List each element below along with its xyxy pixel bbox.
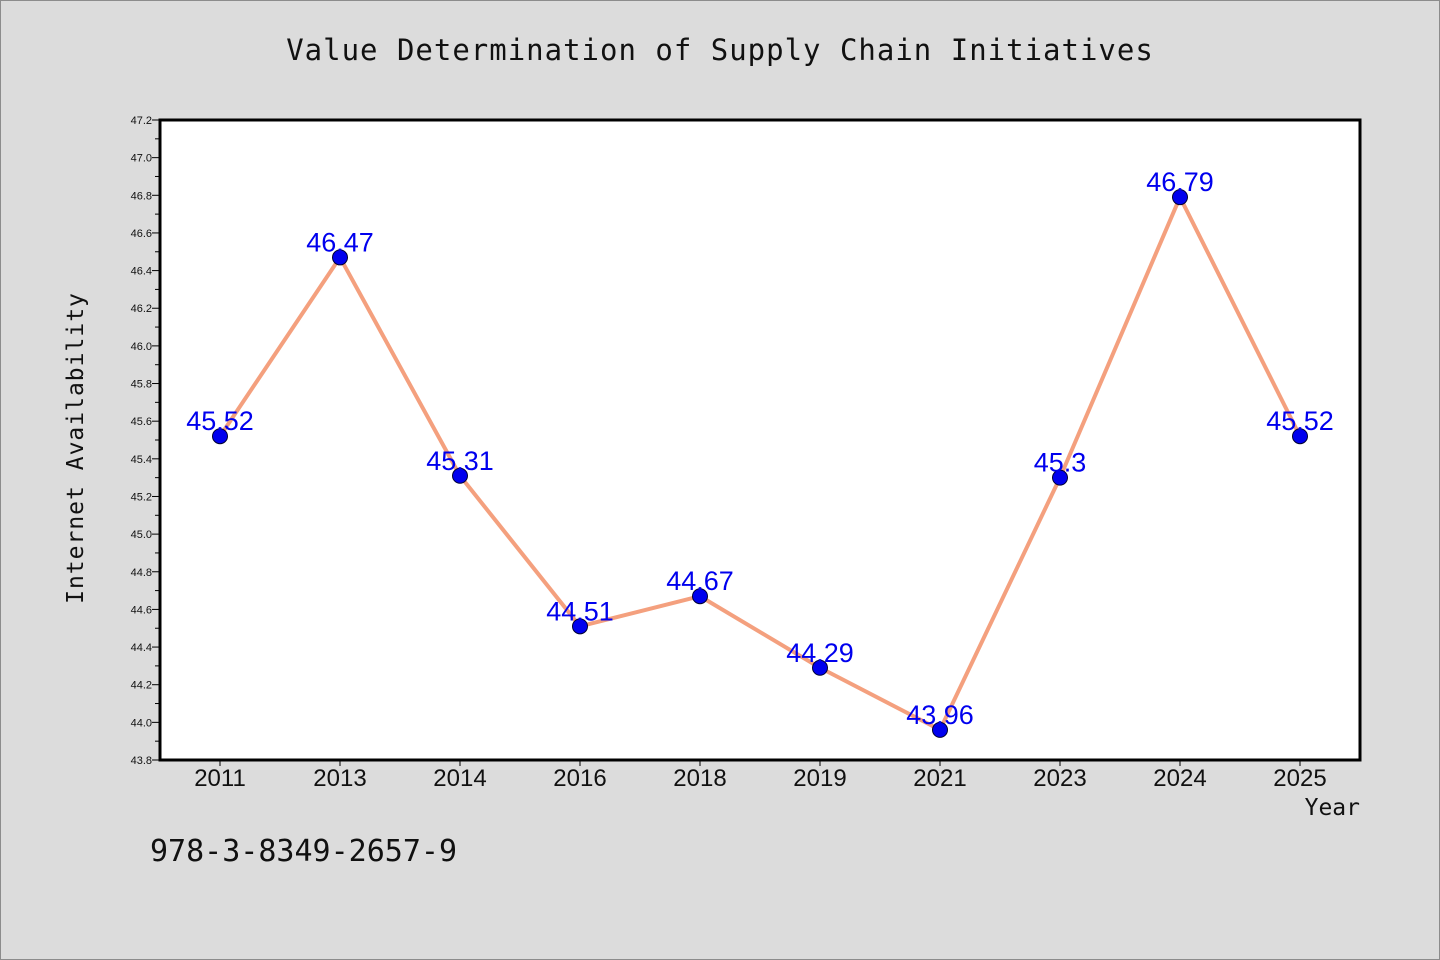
data-point (212, 428, 228, 445)
data-label: 45.3 (1034, 448, 1087, 478)
x-tick-label: 2019 (793, 765, 846, 792)
y-tick-label: 43.8 (131, 755, 152, 767)
data-point (1292, 428, 1308, 445)
data-point (932, 721, 948, 738)
y-tick-label: 46.6 (131, 228, 152, 240)
y-tick-label: 45.2 (131, 491, 152, 503)
chart-title: Value Determination of Supply Chain Init… (286, 33, 1154, 67)
x-tick-label: 2016 (553, 765, 606, 792)
y-tick-label: 44.4 (131, 642, 152, 654)
x-tick-label: 2024 (1153, 765, 1206, 792)
y-tick-label: 45.4 (131, 454, 152, 466)
x-tick-label: 2013 (313, 765, 366, 792)
data-point (332, 249, 348, 266)
y-tick-label: 45.6 (131, 416, 152, 428)
data-label: 45.52 (1266, 406, 1334, 436)
y-tick-label: 46.4 (131, 266, 152, 278)
data-label: 46.79 (1146, 167, 1214, 197)
data-point (812, 659, 828, 676)
data-point (572, 618, 588, 635)
y-tick-label: 46.2 (131, 303, 152, 315)
data-label: 45.31 (426, 446, 494, 476)
data-label: 44.29 (786, 638, 854, 668)
data-point (692, 588, 708, 605)
x-tick-label: 2014 (433, 765, 486, 792)
y-tick-label: 47.0 (131, 153, 152, 165)
y-tick-label: 44.8 (131, 567, 152, 579)
x-tick-label: 2025 (1273, 765, 1326, 792)
y-tick-label: 44.2 (131, 680, 152, 692)
y-tick-label: 45.0 (131, 529, 152, 541)
x-tick-label: 2023 (1033, 765, 1086, 792)
y-tick-label: 47.2 (131, 115, 152, 127)
data-label: 43.96 (906, 700, 974, 730)
x-tick-label: 2021 (913, 765, 966, 792)
y-tick-label: 45.8 (131, 379, 152, 391)
y-tick-label: 46.0 (131, 341, 152, 353)
data-point (1172, 189, 1188, 206)
plot-area (158, 118, 1362, 762)
data-point (1052, 469, 1068, 486)
data-point (452, 467, 468, 484)
x-axis-label: Year (1304, 795, 1360, 821)
isbn-code: 978-3-8349-2657-9 (150, 834, 458, 869)
y-tick-label: 44.6 (131, 604, 152, 616)
x-tick-label: 2011 (194, 765, 246, 792)
data-label: 46.47 (306, 227, 374, 257)
y-tick-label: 46.8 (131, 190, 152, 202)
series-line (218, 195, 1302, 732)
data-label: 44.67 (666, 566, 734, 596)
data-label: 45.52 (186, 406, 254, 436)
y-tick-label: 44.0 (131, 717, 152, 729)
x-tick-label: 2018 (673, 765, 726, 792)
data-label: 44.51 (546, 596, 614, 626)
